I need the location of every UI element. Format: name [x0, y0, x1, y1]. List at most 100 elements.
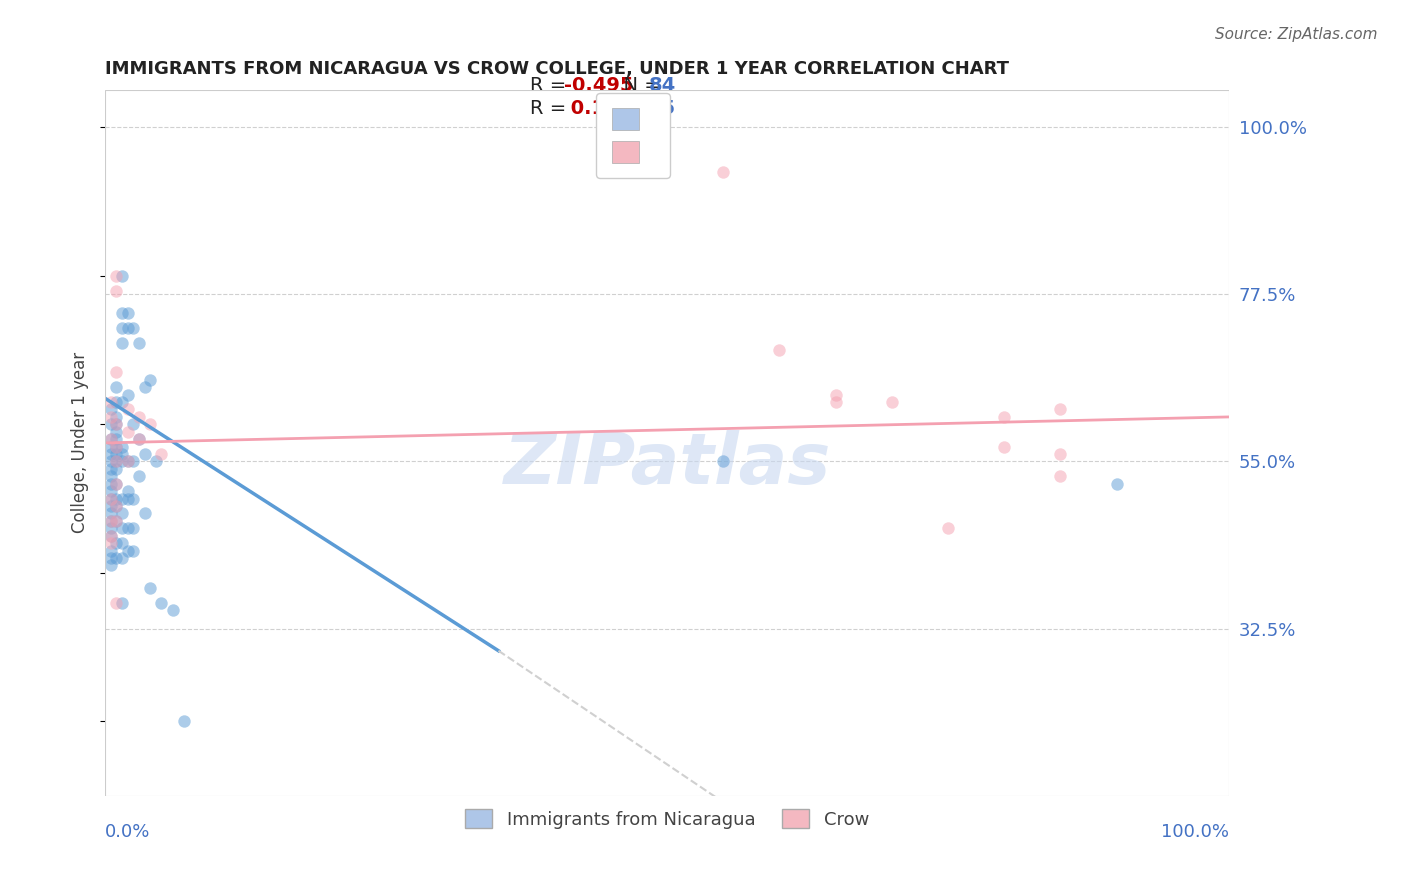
Text: Source: ZipAtlas.com: Source: ZipAtlas.com	[1215, 27, 1378, 42]
Text: N =: N =	[610, 99, 666, 118]
Point	[100, 491, 122, 506]
Point	[880, 395, 903, 409]
Point	[128, 469, 150, 483]
Point	[122, 543, 145, 558]
Text: -0.495: -0.495	[564, 76, 633, 95]
Point	[111, 491, 134, 506]
Point	[711, 165, 734, 179]
Point	[105, 268, 128, 283]
Point	[993, 440, 1015, 454]
Point	[111, 447, 134, 461]
Point	[100, 514, 122, 528]
Point	[117, 306, 139, 320]
Point	[993, 409, 1015, 424]
Point	[100, 447, 122, 461]
Point	[105, 454, 128, 468]
Point	[128, 335, 150, 350]
Text: 0.0%: 0.0%	[105, 823, 150, 841]
Point	[100, 507, 122, 521]
Point	[117, 387, 139, 401]
Point	[100, 536, 122, 550]
Point	[100, 432, 122, 446]
Point	[936, 521, 959, 535]
Point	[105, 491, 128, 506]
Point	[1049, 469, 1071, 483]
Point	[100, 462, 122, 476]
Point	[105, 499, 128, 513]
Point	[100, 395, 122, 409]
Point	[122, 521, 145, 535]
Point	[117, 425, 139, 439]
Point	[117, 454, 139, 468]
Point	[122, 321, 145, 335]
Point	[111, 440, 134, 454]
Point	[105, 462, 128, 476]
Point	[134, 380, 156, 394]
Point	[139, 417, 162, 432]
Point	[105, 284, 128, 298]
Point	[128, 432, 150, 446]
Point	[100, 499, 122, 513]
Text: 84: 84	[650, 76, 676, 95]
Point	[1049, 402, 1071, 417]
Point	[134, 447, 156, 461]
Point	[117, 543, 139, 558]
Text: 35: 35	[650, 99, 676, 118]
Point	[100, 514, 122, 528]
Text: R =: R =	[530, 76, 572, 95]
Point	[105, 432, 128, 446]
Point	[111, 268, 134, 283]
Point	[111, 521, 134, 535]
Point	[117, 491, 139, 506]
Point	[711, 454, 734, 468]
Point	[1105, 476, 1128, 491]
Point	[100, 440, 122, 454]
Point	[100, 551, 122, 566]
Point	[122, 491, 145, 506]
Text: ZIPatlas: ZIPatlas	[503, 430, 831, 499]
Point	[117, 321, 139, 335]
Point	[128, 432, 150, 446]
Point	[105, 440, 128, 454]
Point	[111, 321, 134, 335]
Point	[117, 521, 139, 535]
Point	[122, 417, 145, 432]
Point	[111, 454, 134, 468]
Point	[111, 335, 134, 350]
Point	[100, 484, 122, 499]
Point	[100, 543, 122, 558]
Point	[100, 402, 122, 417]
Point	[111, 536, 134, 550]
Point	[100, 529, 122, 543]
Y-axis label: College, Under 1 year: College, Under 1 year	[72, 352, 89, 533]
Point	[150, 595, 173, 609]
Point	[105, 476, 128, 491]
Point	[100, 491, 122, 506]
Point	[105, 380, 128, 394]
Point	[105, 514, 128, 528]
Point	[100, 476, 122, 491]
Point	[105, 417, 128, 432]
Point	[162, 603, 184, 617]
Point	[100, 417, 122, 432]
Point	[111, 551, 134, 566]
Point	[105, 499, 128, 513]
Text: 0.123: 0.123	[564, 99, 631, 118]
Point	[105, 440, 128, 454]
Point	[100, 454, 122, 468]
Point	[117, 402, 139, 417]
Point	[105, 536, 128, 550]
Point	[100, 409, 122, 424]
Point	[100, 558, 122, 573]
Point	[111, 507, 134, 521]
Point	[105, 551, 128, 566]
Point	[145, 454, 167, 468]
Point	[117, 454, 139, 468]
Point	[111, 395, 134, 409]
Point	[122, 454, 145, 468]
Point	[105, 447, 128, 461]
Point	[139, 373, 162, 387]
Point	[105, 395, 128, 409]
Point	[100, 529, 122, 543]
Point	[134, 507, 156, 521]
